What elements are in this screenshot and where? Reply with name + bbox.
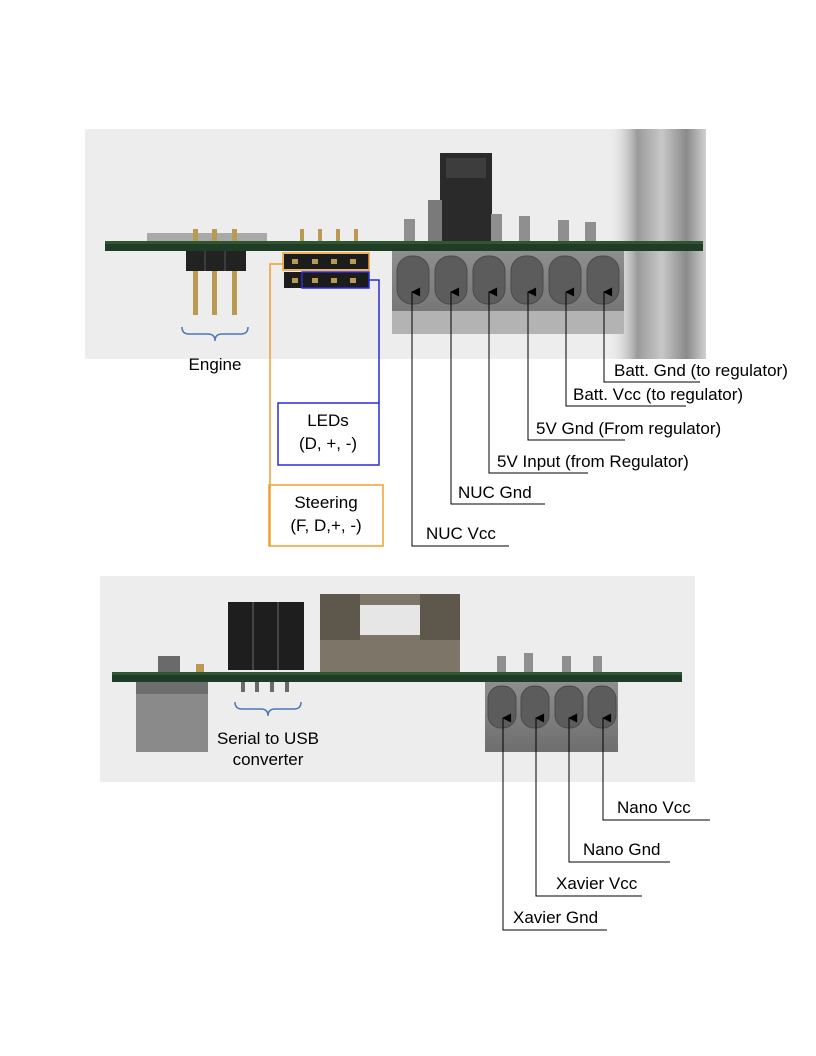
serial-brace xyxy=(234,701,302,717)
top-pcb xyxy=(105,241,703,251)
steering-header xyxy=(284,254,369,269)
xavier-vcc-label: Xavier Vcc xyxy=(556,874,638,893)
nano-gnd-label: Nano Gnd xyxy=(583,840,661,859)
leds-box xyxy=(277,402,380,466)
serial-connector xyxy=(228,602,304,670)
bottom-board-render xyxy=(100,576,695,782)
steering-indicator xyxy=(269,252,370,546)
top-board-render xyxy=(85,129,706,359)
batt-vcc-label: Batt. Vcc (to regulator) xyxy=(573,385,743,404)
serial-label-line2: converter xyxy=(233,750,304,769)
leds-label-line1: LEDs xyxy=(307,411,349,430)
5v-input-label: 5V Input (from Regulator) xyxy=(497,452,689,471)
leds-label-line2: (D, +, -) xyxy=(299,434,357,453)
steering-label-line2: (F, D,+, -) xyxy=(290,516,361,535)
serial-label-line1: Serial to USB xyxy=(217,729,319,748)
5v-gnd-label: 5V Gnd (From regulator) xyxy=(536,419,721,438)
engine-brace xyxy=(181,326,249,342)
engine-label: Engine xyxy=(189,355,242,374)
bottom-callouts xyxy=(502,713,710,931)
steering-box xyxy=(268,484,384,547)
batt-gnd-label: Batt. Gnd (to regulator) xyxy=(614,361,788,380)
led-header xyxy=(284,272,369,288)
steering-label-line1: Steering xyxy=(294,493,357,512)
engine-header xyxy=(186,251,246,271)
nuc-gnd-label: NUC Gnd xyxy=(458,483,532,502)
nuc-vcc-label: NUC Vcc xyxy=(426,524,496,543)
bottom-pcb xyxy=(112,672,682,682)
top-callouts xyxy=(411,287,700,547)
xavier-gnd-label: Xavier Gnd xyxy=(513,908,598,927)
nano-vcc-label: Nano Vcc xyxy=(617,798,691,817)
led-indicator xyxy=(301,271,380,403)
